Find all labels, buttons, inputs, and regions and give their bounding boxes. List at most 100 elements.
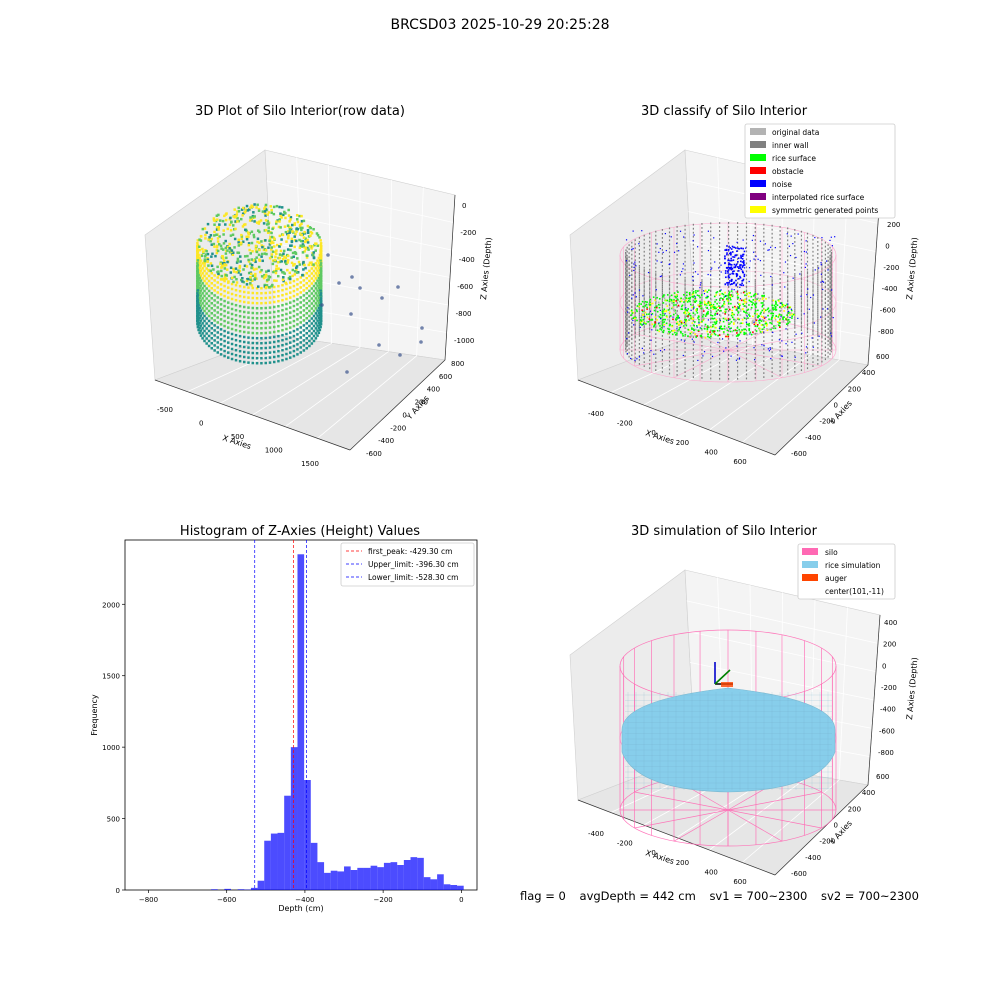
inner-wall-point <box>771 351 773 353</box>
raw-wall-point <box>203 339 206 343</box>
inner-wall-point <box>817 277 819 279</box>
inner-wall-point <box>719 234 721 236</box>
inner-wall-point <box>831 296 833 298</box>
inner-wall-point <box>668 307 671 310</box>
raw-y-tick-label: 800 <box>451 360 464 368</box>
raw-wall-point <box>251 286 255 290</box>
inner-wall-point <box>676 238 678 240</box>
inner-wall-point <box>763 271 765 274</box>
raw-wall-point <box>227 326 230 329</box>
silo-floor-spoke <box>634 809 729 829</box>
inner-wall-point <box>634 299 636 302</box>
grid-line <box>709 774 811 851</box>
classified-surface-point <box>652 296 655 298</box>
inner-wall-point <box>626 265 628 268</box>
raw-wall-point <box>207 339 211 343</box>
inner-wall-point <box>728 362 730 364</box>
noise-cluster-point <box>724 272 727 274</box>
raw-wall-point <box>199 334 203 337</box>
classified-surface-point <box>677 291 679 293</box>
inner-wall-point <box>626 277 628 280</box>
classified-surface-point <box>707 308 710 311</box>
inner-wall-point <box>649 296 651 299</box>
classified-surface-point <box>704 323 707 326</box>
classified-surface-point <box>659 317 662 319</box>
noise-point <box>768 350 771 352</box>
inner-wall-point <box>779 294 781 296</box>
raw-wall-point <box>317 266 321 270</box>
raw-wall-point <box>296 323 299 326</box>
classified-surface-point <box>710 310 713 313</box>
classified-surface-point <box>749 331 752 334</box>
classified-surface-point <box>687 335 689 337</box>
raw-surface-point <box>261 210 265 213</box>
inner-wall-point <box>754 372 756 375</box>
raw-wall-point <box>299 296 302 299</box>
inner-wall-point <box>812 290 814 293</box>
inner-wall-point <box>821 315 823 318</box>
raw-wall-point <box>243 340 246 344</box>
inner-wall-point <box>643 309 645 312</box>
raw-wall-point <box>213 294 216 297</box>
inner-wall-point <box>763 340 765 342</box>
inner-wall-point <box>655 230 657 233</box>
classified-surface-point <box>713 295 716 298</box>
inner-wall-point <box>661 277 663 279</box>
inner-wall-point <box>817 275 819 277</box>
raw-wall-point <box>238 299 242 303</box>
inner-wall-point <box>626 313 628 316</box>
noise-point <box>768 249 770 251</box>
raw-wall-point <box>299 331 302 334</box>
raw-wall-point <box>277 329 280 333</box>
inner-wall-point <box>692 376 694 378</box>
classified-surface-point <box>760 311 762 314</box>
raw-surface-point <box>198 248 202 252</box>
noise-point <box>822 288 824 291</box>
classified-surface-point <box>714 312 717 315</box>
raw-surface-point <box>215 228 219 231</box>
raw-surface-point <box>213 223 216 226</box>
raw-surface-point <box>284 259 287 263</box>
inner-wall-point <box>830 258 832 261</box>
inner-wall-point <box>728 222 730 224</box>
raw-wall-point <box>316 289 319 292</box>
raw-wall-point <box>281 328 284 332</box>
inner-wall-point <box>812 297 814 300</box>
raw-surface-point <box>286 268 289 272</box>
raw-wall-point <box>207 309 211 313</box>
raw-wall-point <box>213 279 216 282</box>
raw-surface-point <box>249 282 252 285</box>
inner-wall-point <box>830 321 832 324</box>
raw-surface-point <box>265 223 269 226</box>
raw-wall-point <box>296 353 299 356</box>
noise-cluster-point <box>735 264 737 267</box>
raw-surface-point <box>276 243 279 247</box>
inner-wall-point <box>824 358 826 361</box>
classified-surface-point <box>783 304 785 307</box>
inner-wall-point <box>824 350 826 353</box>
inner-wall-point <box>771 260 773 263</box>
inner-wall-point <box>625 292 627 294</box>
raw-wall-point <box>216 341 220 344</box>
raw-wall-point <box>196 312 199 315</box>
classified-surface-point <box>689 332 692 335</box>
inner-wall-point <box>676 274 678 276</box>
noise-point <box>814 237 816 239</box>
inner-wall-point <box>763 287 765 290</box>
inner-wall-point <box>787 312 789 315</box>
raw-surface-point <box>310 232 314 235</box>
classified-surface-point <box>715 310 718 313</box>
raw-surface-point <box>287 208 290 212</box>
raw-wall-point <box>196 274 200 277</box>
raw-wall-point <box>285 297 288 301</box>
raw-surface-point <box>281 278 285 282</box>
noise-point <box>653 353 655 355</box>
raw-surface-point <box>228 223 232 227</box>
raw-wall-point <box>289 331 292 334</box>
raw-surface-point <box>213 234 216 237</box>
raw-surface-point <box>203 227 207 230</box>
classified-surface-point <box>742 291 745 294</box>
noise-point <box>650 314 653 316</box>
raw-wall-point <box>264 356 267 360</box>
raw-wall-point <box>196 304 200 307</box>
